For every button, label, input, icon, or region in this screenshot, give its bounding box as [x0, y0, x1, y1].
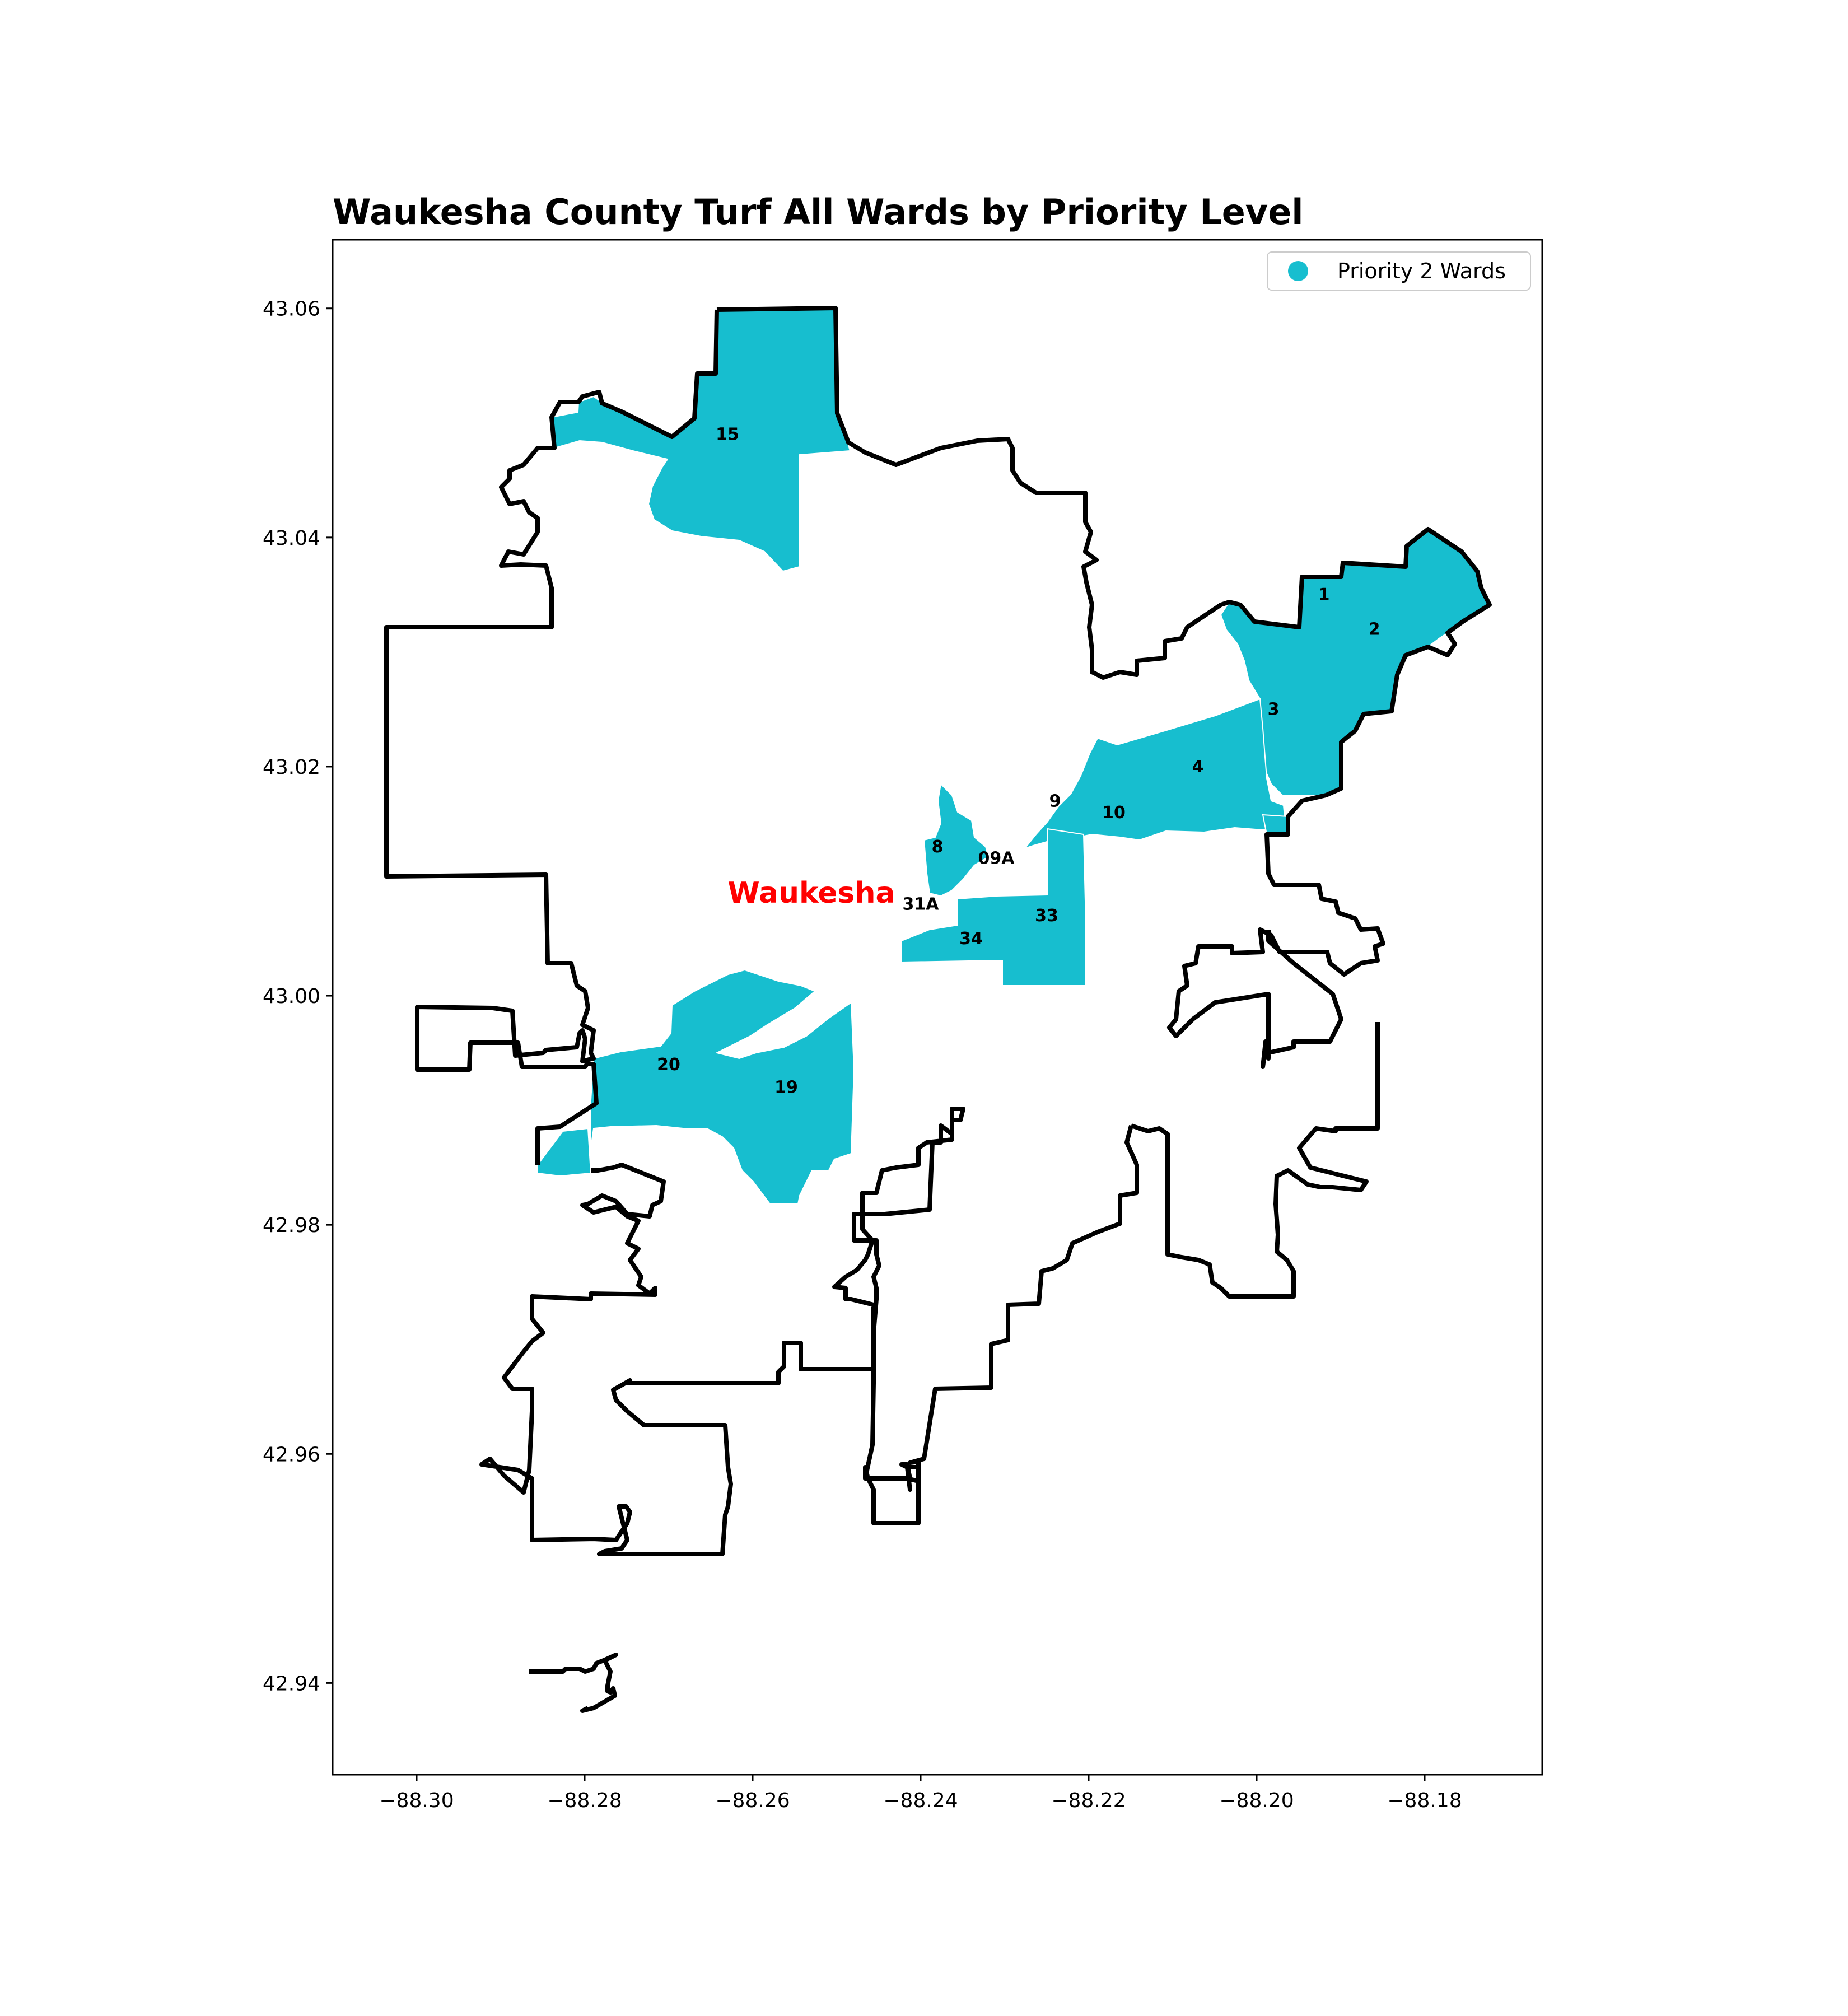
ward-8-area — [923, 782, 990, 897]
x-tick-label: −88.18 — [1387, 1789, 1462, 1812]
ward-label-4: 4 — [1192, 757, 1204, 777]
y-tick-label: 42.98 — [263, 1214, 320, 1237]
ward-20-exclave-area — [537, 1127, 592, 1177]
y-axis: 43.06 43.04 43.02 43.00 42.98 42.96 42.94 — [263, 298, 333, 1695]
ward-label-1: 1 — [1318, 585, 1330, 605]
ward-label-20: 20 — [657, 1055, 680, 1075]
ward-33-34-area — [901, 828, 1086, 986]
ward-label-09A: 09A — [978, 849, 1015, 869]
ward-label-31A: 31A — [903, 894, 940, 914]
y-tick-label: 43.06 — [263, 298, 320, 321]
city-boundary-west — [384, 309, 719, 1165]
y-tick-label: 43.02 — [263, 756, 320, 779]
city-boundary-far-south — [529, 1653, 618, 1713]
city-boundary-east-lower — [860, 1107, 965, 1216]
legend: Priority 2 Wards — [1267, 251, 1531, 291]
legend-swatch-priority-2 — [1288, 261, 1308, 281]
priority-2-ward-fills — [537, 307, 1491, 1205]
ward-19-20-area — [590, 969, 855, 1205]
x-tick-label: −88.28 — [547, 1789, 622, 1812]
city-boundary-island-east — [1130, 1022, 1380, 1299]
x-tick-label: −88.24 — [883, 1789, 958, 1812]
city-boundary-south-east — [863, 1124, 1139, 1525]
ward-label-10: 10 — [1102, 803, 1126, 823]
map-title: Waukesha County Turf All Wards by Priori… — [333, 192, 1304, 232]
ward-label-19: 19 — [774, 1078, 798, 1098]
ward-small-east-area — [1262, 814, 1289, 835]
x-tick-label: −88.22 — [1051, 1789, 1126, 1812]
city-boundary-lines — [384, 306, 1492, 1713]
legend-label-priority-2: Priority 2 Wards — [1337, 259, 1506, 283]
x-axis: −88.30 −88.28 −88.26 −88.24 −88.22 −88.20 −88.… — [379, 1775, 1462, 1812]
y-tick-label: 42.94 — [263, 1672, 320, 1695]
x-tick-label: −88.30 — [379, 1789, 454, 1812]
city-boundary-main — [716, 306, 1492, 1069]
ward-label-3: 3 — [1268, 700, 1280, 720]
city-label: Waukesha — [727, 876, 895, 910]
y-tick-label: 43.00 — [263, 985, 320, 1008]
ward-label-8: 8 — [932, 837, 944, 857]
city-boundary-south — [479, 1163, 881, 1556]
x-tick-label: −88.20 — [1219, 1789, 1294, 1812]
y-tick-label: 42.96 — [263, 1443, 320, 1466]
ward-label-33: 33 — [1035, 906, 1058, 926]
ward-label-2: 2 — [1369, 619, 1380, 639]
ward-label-34: 34 — [959, 929, 983, 949]
x-tick-label: −88.26 — [715, 1789, 790, 1812]
y-tick-label: 43.04 — [263, 527, 320, 550]
ward-label-9: 9 — [1049, 791, 1061, 811]
legend-box — [1267, 251, 1531, 291]
ward-label-15: 15 — [716, 425, 739, 445]
